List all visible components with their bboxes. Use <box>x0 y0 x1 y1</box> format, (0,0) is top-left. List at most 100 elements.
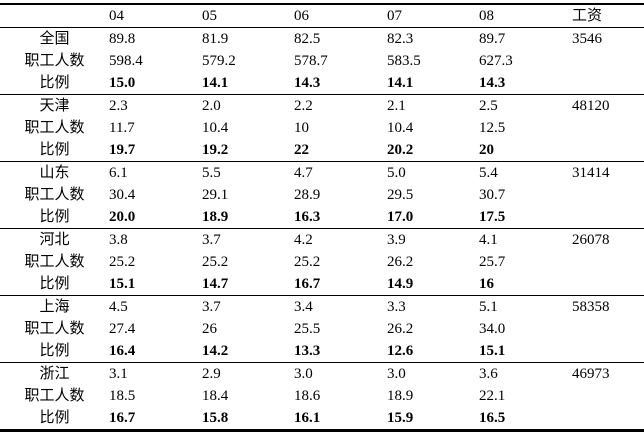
value-cell: 3.0 <box>294 366 313 382</box>
employees-row: 职工人数 25.2 25.2 25.2 26.2 25.7 <box>0 251 644 273</box>
value-cell: 25.5 <box>294 321 321 337</box>
row-label: 职工人数 <box>24 53 85 69</box>
wage-cell <box>572 72 644 95</box>
value-cell: 12.6 <box>387 343 414 359</box>
value-cell: 15.8 <box>202 410 229 426</box>
row-label: 职工人数 <box>24 187 85 203</box>
value-cell: 15.0 <box>109 75 136 91</box>
value-cell: 19.2 <box>202 142 229 158</box>
wage-cell <box>572 273 644 296</box>
region-row: 天津 2.3 2.0 2.2 2.1 2.5 48120 <box>0 95 644 118</box>
value-cell: 2.2 <box>294 98 313 114</box>
value-cell: 10.4 <box>387 120 414 136</box>
value-cell: 13.3 <box>294 343 321 359</box>
wage-cell: 26078 <box>572 232 610 248</box>
value-cell: 14.1 <box>202 75 229 91</box>
ratio-row: 比例 16.4 14.2 13.3 12.6 15.1 <box>0 340 644 363</box>
row-label: 河北 <box>39 232 70 248</box>
value-cell: 28.9 <box>294 187 321 203</box>
row-label: 比例 <box>39 142 70 158</box>
value-cell: 18.9 <box>387 388 414 404</box>
wage-cell <box>572 206 644 229</box>
value-cell: 15.1 <box>479 343 506 359</box>
value-cell: 20.0 <box>109 209 136 225</box>
wage-cell <box>572 184 644 206</box>
value-cell: 25.7 <box>479 254 506 270</box>
value-cell: 16.7 <box>294 276 321 292</box>
employees-row: 职工人数 30.4 29.1 28.9 29.5 30.7 <box>0 184 644 206</box>
employees-row: 职工人数 11.7 10.4 10 10.4 12.5 <box>0 117 644 139</box>
wage-cell <box>572 139 644 162</box>
value-cell: 5.4 <box>479 165 498 181</box>
value-cell: 12.5 <box>479 120 506 136</box>
wage-cell: 3546 <box>572 31 602 47</box>
value-cell: 14.3 <box>479 75 506 91</box>
value-cell: 18.9 <box>202 209 229 225</box>
value-cell: 2.3 <box>109 98 128 114</box>
value-cell: 17.0 <box>387 209 414 225</box>
row-label: 职工人数 <box>24 388 85 404</box>
value-cell: 16 <box>479 276 494 292</box>
region-row: 山东 6.1 5.5 4.7 5.0 5.4 31414 <box>0 162 644 185</box>
value-cell: 30.7 <box>479 187 506 203</box>
employees-row: 职工人数 18.5 18.4 18.6 18.9 22.1 <box>0 385 644 407</box>
value-cell: 20.2 <box>387 142 414 158</box>
column-header-wage: 工资 <box>572 8 603 24</box>
value-cell: 19.7 <box>109 142 136 158</box>
value-cell: 82.5 <box>294 31 321 47</box>
value-cell: 89.8 <box>109 31 136 47</box>
wage-cell: 31414 <box>572 165 610 181</box>
value-cell: 5.5 <box>202 165 221 181</box>
value-cell: 6.1 <box>109 165 128 181</box>
row-label: 上海 <box>39 299 70 315</box>
row-label: 比例 <box>39 410 70 426</box>
value-cell: 11.7 <box>109 120 135 136</box>
value-cell: 25.2 <box>202 254 229 270</box>
value-cell: 17.5 <box>479 209 506 225</box>
column-header-06: 06 <box>294 8 309 24</box>
value-cell: 14.3 <box>294 75 321 91</box>
region-row: 全国 89.8 81.9 82.5 82.3 89.7 3546 <box>0 28 644 51</box>
wage-cell <box>572 251 644 273</box>
value-cell: 14.1 <box>387 75 414 91</box>
value-cell: 10 <box>294 120 309 136</box>
value-cell: 26 <box>202 321 217 337</box>
value-cell: 3.6 <box>479 366 498 382</box>
value-cell: 29.5 <box>387 187 414 203</box>
value-cell: 578.7 <box>294 53 328 69</box>
value-cell: 2.1 <box>387 98 406 114</box>
value-cell: 25.2 <box>109 254 136 270</box>
employees-row: 职工人数 598.4 579.2 578.7 583.5 627.3 <box>0 50 644 72</box>
row-label: 比例 <box>39 209 70 225</box>
value-cell: 26.2 <box>387 254 414 270</box>
value-cell: 583.5 <box>387 53 421 69</box>
wage-cell: 46973 <box>572 366 610 382</box>
value-cell: 4.5 <box>109 299 128 315</box>
table-body: 全国 89.8 81.9 82.5 82.3 89.7 3546 职工人数 598.4 579.2… <box>0 28 644 431</box>
region-row: 河北 3.8 3.7 4.2 3.9 4.1 26078 <box>0 229 644 252</box>
value-cell: 81.9 <box>202 31 229 47</box>
value-cell: 27.4 <box>109 321 136 337</box>
value-cell: 5.0 <box>387 165 406 181</box>
value-cell: 4.7 <box>294 165 313 181</box>
value-cell: 3.3 <box>387 299 406 315</box>
value-cell: 2.5 <box>479 98 498 114</box>
value-cell: 16.1 <box>294 410 321 426</box>
row-label: 浙江 <box>39 366 70 382</box>
value-cell: 627.3 <box>479 53 513 69</box>
row-label: 山东 <box>39 165 70 181</box>
wage-cell <box>572 318 644 340</box>
value-cell: 15.9 <box>387 410 414 426</box>
column-header-05: 05 <box>202 8 217 24</box>
ratio-row: 比例 16.7 15.8 16.1 15.9 16.5 <box>0 407 644 431</box>
statistics-table: 04 05 06 07 08 工资 全国 89.8 81.9 82.5 82.3 89.7… <box>0 3 644 432</box>
wage-cell <box>572 340 644 363</box>
value-cell: 16.7 <box>109 410 136 426</box>
row-label: 比例 <box>39 75 70 91</box>
value-cell: 16.5 <box>479 410 506 426</box>
value-cell: 3.7 <box>202 299 221 315</box>
ratio-row: 比例 15.1 14.7 16.7 14.9 16 <box>0 273 644 296</box>
column-header-07: 07 <box>387 8 402 24</box>
value-cell: 3.0 <box>387 366 406 382</box>
table-header-row: 04 05 06 07 08 工资 <box>0 4 644 28</box>
